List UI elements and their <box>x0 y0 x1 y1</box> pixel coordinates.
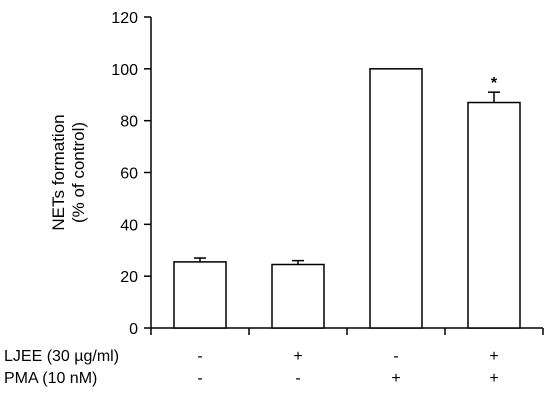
bar <box>467 101 521 329</box>
y-tick-label: 0 <box>129 321 138 338</box>
y-axis: 0 20 40 60 80 100 120 <box>111 10 152 338</box>
condition-sign: - <box>393 348 398 365</box>
condition-sign: + <box>489 348 498 365</box>
condition-sign: + <box>391 370 400 387</box>
y-tick-label: 40 <box>120 217 138 234</box>
bar <box>271 263 325 329</box>
condition-label: LJEE (30 µg/ml) <box>4 348 119 365</box>
y-axis-title-line2: (% of control) <box>69 122 88 223</box>
y-axis-title-line1: NETs formation <box>49 114 68 230</box>
y-tick-label: 100 <box>111 62 138 79</box>
condition-sign: + <box>489 370 498 387</box>
condition-label: PMA (10 nM) <box>4 370 97 387</box>
condition-sign: + <box>293 348 302 365</box>
y-tick-label: 80 <box>120 114 138 131</box>
condition-sign: - <box>197 348 202 365</box>
condition-sign: - <box>197 370 202 387</box>
bar <box>369 68 423 329</box>
condition-table: LJEE (30 µg/ml) - + - + PMA (10 nM) - - + + <box>4 348 499 387</box>
y-tick-label: 20 <box>120 269 138 286</box>
condition-sign: - <box>295 370 300 387</box>
y-tick-label: 60 <box>120 166 138 183</box>
x-axis <box>150 327 544 335</box>
significance-marker: * <box>491 75 498 92</box>
bar <box>173 261 227 329</box>
y-tick-label: 120 <box>111 10 138 27</box>
bars-group: * <box>173 68 521 329</box>
